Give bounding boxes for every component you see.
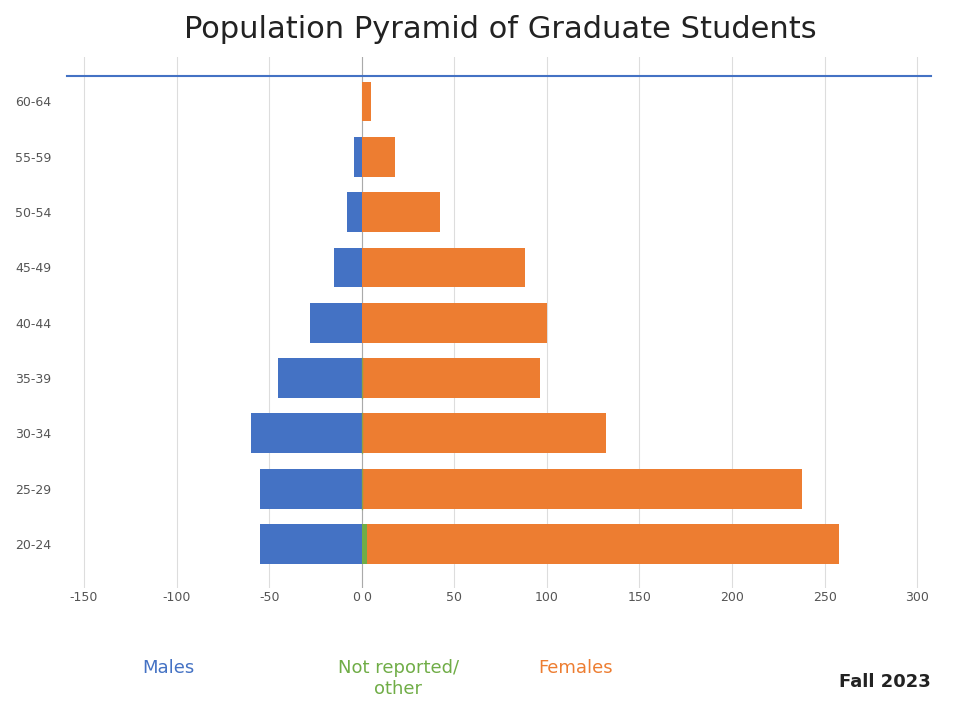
Bar (362, 137, 396, 176)
Text: 200: 200 (720, 591, 744, 604)
Text: 100: 100 (535, 591, 559, 604)
Text: 300: 300 (905, 591, 929, 604)
Bar (362, 524, 839, 564)
Bar (362, 192, 440, 232)
Title: Population Pyramid of Graduate Students: Population Pyramid of Graduate Students (184, 15, 817, 44)
Bar (278, 358, 362, 398)
Text: -150: -150 (70, 591, 98, 604)
Text: 50: 50 (446, 591, 463, 604)
Bar (362, 524, 368, 564)
Text: Males: Males (142, 659, 194, 677)
Bar (362, 358, 540, 398)
Bar (334, 248, 362, 287)
Text: 150: 150 (628, 591, 652, 604)
Bar (362, 303, 547, 343)
Bar (354, 137, 362, 176)
Text: Females: Females (539, 659, 613, 677)
Text: Not reported/
other: Not reported/ other (338, 659, 459, 698)
Bar (362, 81, 371, 122)
Text: 250: 250 (813, 591, 836, 604)
Text: 0: 0 (363, 591, 372, 604)
Bar (362, 413, 606, 454)
Bar (362, 248, 525, 287)
Bar (251, 413, 362, 454)
Text: -50: -50 (259, 591, 279, 604)
Bar (260, 469, 362, 508)
Text: -100: -100 (162, 591, 191, 604)
Text: Fall 2023: Fall 2023 (839, 673, 931, 691)
Bar (310, 303, 362, 343)
Bar (260, 524, 362, 564)
Bar (362, 469, 803, 508)
Text: 0: 0 (352, 591, 360, 604)
Bar (347, 192, 362, 232)
